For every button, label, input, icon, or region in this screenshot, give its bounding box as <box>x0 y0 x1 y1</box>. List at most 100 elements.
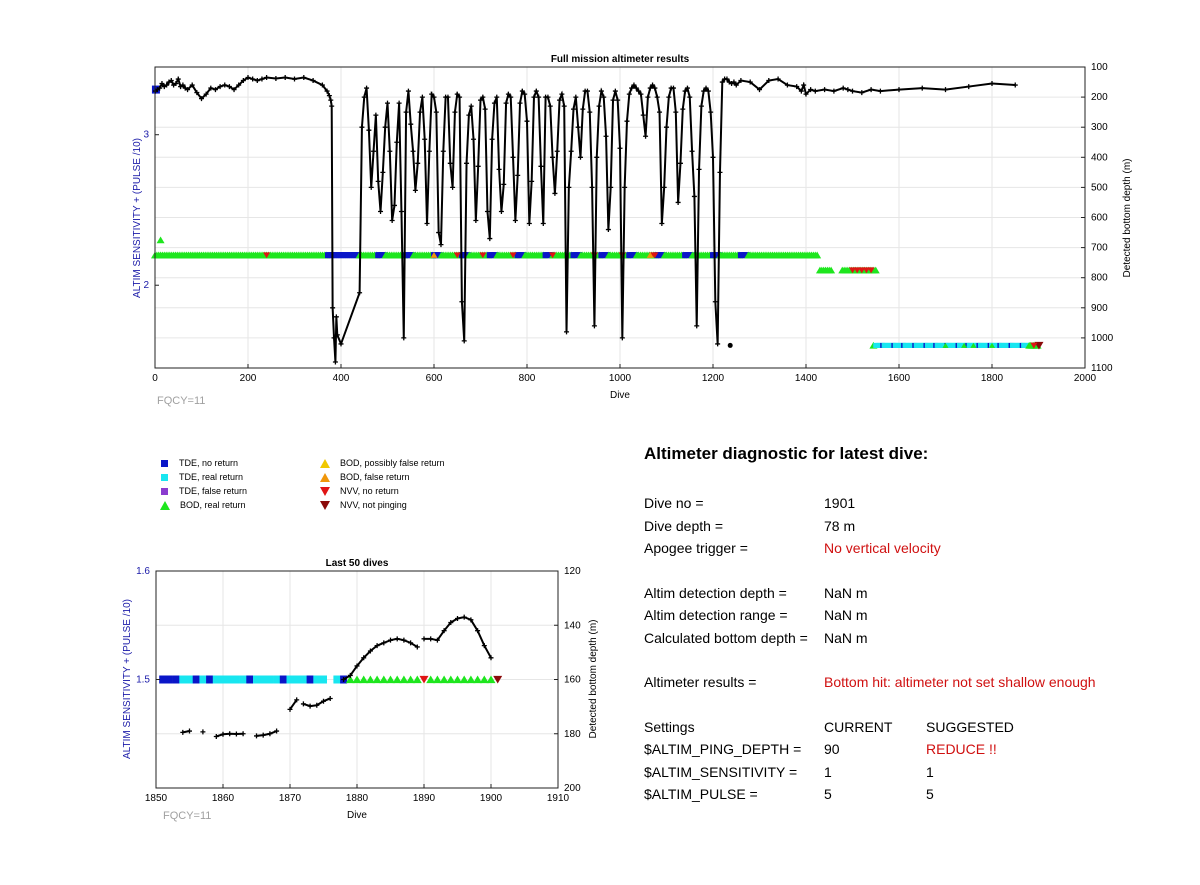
bottom-depth-point <box>217 84 223 90</box>
y-tick-label: 1.5 <box>136 675 150 686</box>
bottom-chart-axes: 1850 1860 1870 1880 1890 1900 1910 1.5 1.6 120 140… <box>136 566 581 804</box>
bottom-depth-point <box>398 208 404 214</box>
bottom-depth-point <box>450 184 456 190</box>
legend-entry: TDE, no return <box>160 458 238 468</box>
bottom-depth-point <box>731 79 737 85</box>
bottom-depth-point <box>347 672 353 678</box>
bod-marker <box>459 675 469 684</box>
bottom-depth-point <box>310 78 316 84</box>
nvv-marker <box>419 675 429 684</box>
y-tick-label: 1.6 <box>136 566 150 577</box>
bottom-depth-point <box>698 103 704 109</box>
legend-label: TDE, false return <box>179 486 248 496</box>
top-chart-ylabel: ALTIM SENSITIVITY + (PULSE /10) <box>132 138 143 298</box>
bottom-depth-point <box>550 154 556 160</box>
bod-marker <box>827 266 836 274</box>
bottom-depth-point <box>354 663 360 669</box>
bottom-depth-point <box>327 695 333 701</box>
tde-marker <box>293 675 301 684</box>
bottom-depth-point <box>180 82 186 88</box>
bottom-depth-point <box>220 731 226 737</box>
bod-marker <box>365 675 375 684</box>
bottom-depth-point <box>245 75 251 81</box>
setting-name: $ALTIM_SENSITIVITY = <box>644 763 798 780</box>
bottom-depth-point <box>452 109 458 115</box>
legend-label: NVV, not pinging <box>340 500 407 510</box>
bod-marker <box>446 675 456 684</box>
y2-tick-label: 600 <box>1091 213 1108 224</box>
bod-marker <box>386 675 395 684</box>
bottom-depth-point <box>557 97 563 103</box>
bottom-depth-point <box>640 112 646 118</box>
x-tick-label: 1400 <box>795 373 818 384</box>
bottom-depth-point <box>213 733 219 739</box>
bottom-depth-point <box>577 154 583 160</box>
bottom-depth-point <box>966 84 972 90</box>
bottom-depth-point <box>733 82 739 88</box>
bod-marker <box>813 251 822 259</box>
top-chart-xlabel: Dive <box>610 390 630 401</box>
bottom-depth-point <box>598 88 604 94</box>
bottom-depth-point <box>622 184 628 190</box>
bottom-depth-point <box>682 88 688 94</box>
bottom-depth-point <box>603 133 609 139</box>
bottom-depth-point <box>484 208 490 214</box>
bottom-depth-point <box>361 655 367 661</box>
bottom-depth-point <box>784 82 790 88</box>
bottom-depth-line <box>343 637 418 681</box>
bottom-depth-point <box>573 94 579 100</box>
y-tick-label: 2 <box>143 280 149 291</box>
bottom-depth-point <box>503 100 509 106</box>
bottom-depth-point <box>612 88 618 94</box>
bottom-depth-point <box>403 109 409 115</box>
bottom-depth-point <box>536 94 542 100</box>
bottom-depth-point <box>194 90 200 96</box>
bottom-depth-point <box>712 299 718 305</box>
bottom-depth-point <box>684 85 690 91</box>
legend-entry: TDE, real return <box>160 472 243 482</box>
diagnostic-title: Altimeter diagnostic for latest dive: <box>644 444 929 463</box>
bottom-depth-point <box>738 78 744 84</box>
setting-current: 1 <box>824 763 832 780</box>
bod-marker <box>466 675 476 684</box>
bottom-depth-point <box>566 184 572 190</box>
tde-marker <box>286 675 294 684</box>
bottom-depth-point <box>487 236 493 242</box>
bottom-depth-point <box>561 103 567 109</box>
apogee-label: Apogee trigger = <box>644 540 748 556</box>
bottom-depth-point <box>564 329 570 335</box>
bottom-depth-point <box>212 87 218 93</box>
bottom-depth-point <box>417 109 423 115</box>
legend-label: NVV, no return <box>340 486 399 496</box>
bottom-depth-point <box>428 636 434 642</box>
tde-marker <box>320 675 327 684</box>
legend-label: TDE, no return <box>179 458 239 468</box>
bottom-depth-point <box>382 124 388 130</box>
bottom-depth-point <box>757 87 762 93</box>
tde-marker <box>186 675 193 684</box>
x-tick-label: 1600 <box>888 373 911 384</box>
bottom-depth-point <box>307 703 313 709</box>
bottom-depth-point <box>292 76 297 82</box>
bottom-depth-point <box>538 163 544 169</box>
bottom-depth-point <box>508 94 514 100</box>
bottom-depth-point <box>338 341 344 347</box>
bottom-depth-line <box>424 616 492 659</box>
nvv-marker <box>479 252 487 259</box>
bod-marker <box>392 675 402 684</box>
bottom-depth-point <box>677 160 683 166</box>
bottom-depth-point <box>441 628 447 634</box>
bottom-depth-point <box>840 85 846 91</box>
bottom-depth-point <box>429 91 435 97</box>
y-tick-label: 3 <box>143 130 149 141</box>
bottom-depth-point <box>199 96 204 102</box>
legend-label: TDE, real return <box>179 472 244 482</box>
bottom-depth-point <box>287 706 293 712</box>
bottom-depth-point <box>333 314 339 320</box>
bottom-depth-point <box>231 87 237 93</box>
bottom-depth-point <box>419 94 425 100</box>
bottom-depth-point <box>526 221 532 227</box>
bottom-depth-point <box>300 701 306 707</box>
bottom-depth-point <box>359 124 365 130</box>
bottom-depth-point <box>175 76 181 82</box>
